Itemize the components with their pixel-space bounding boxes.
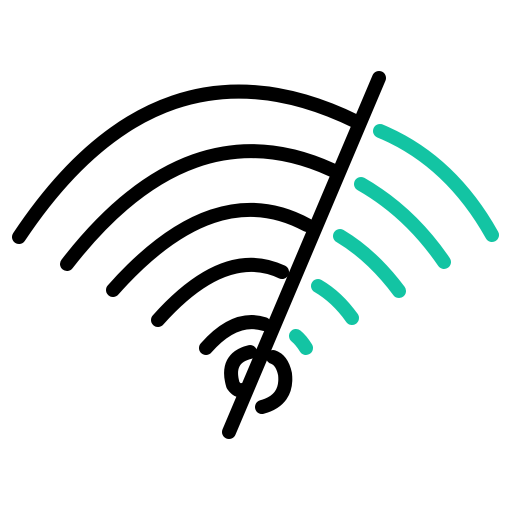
- wifi-arc-3-left: [106, 202, 314, 297]
- wifi-arc-1-right: [373, 124, 499, 242]
- wifi-arc-4-left: [151, 257, 289, 327]
- wifi-signal-arcs-left: [12, 84, 364, 414]
- wifi-arc-3-right: [333, 229, 406, 298]
- wifi-arc-4-right: [311, 279, 359, 325]
- slash-line: [222, 71, 386, 439]
- wifi-center-dot-right: [255, 350, 293, 414]
- wifi-arc-2-right: [354, 177, 451, 269]
- wifi-arc-2-left: [60, 144, 339, 271]
- wifi-arc-5-right: [289, 329, 313, 355]
- wifi-arc-1-left: [12, 84, 364, 244]
- wifi-arc-5-left: [199, 315, 271, 355]
- wifi-signal-arcs-right: [289, 124, 499, 355]
